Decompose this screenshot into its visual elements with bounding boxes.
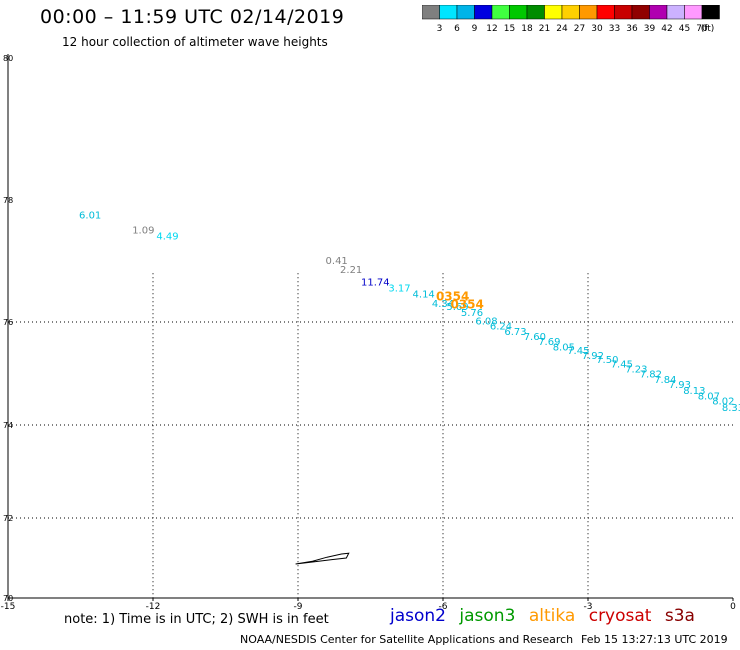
legend-label: 45: [679, 24, 690, 33]
swh-value: 5.69: [446, 302, 468, 313]
swh-value: 11.74: [361, 277, 390, 288]
legend-swatch: [701, 5, 720, 20]
swh-value: 0.41: [326, 256, 348, 267]
legend-label: 6: [454, 24, 460, 33]
sat-jason2: jason2: [390, 606, 446, 626]
swh-value: 8.05: [553, 342, 575, 353]
swh-value: 8.13: [683, 386, 705, 397]
map-plot: -15 -12 -9 -6 -3 0 70 72 74 76 78 80 6.01 1.094.49 0.4…: [1, 54, 740, 610]
swh-value: 6.01: [79, 210, 101, 221]
legend-label: 39: [644, 24, 656, 33]
lon-tick-label: -6: [439, 602, 448, 610]
swh-value: 8.33: [722, 403, 740, 414]
legend-unit: (ft): [701, 24, 715, 33]
legend-label: 27: [574, 24, 585, 33]
legend-label: 18: [521, 24, 533, 33]
sat-jason3: jason3: [459, 606, 516, 626]
swh-value: 7.93: [669, 380, 691, 391]
swh-value: 7.92: [582, 351, 604, 362]
legend-label: 9: [472, 24, 478, 33]
swh-value: 7.82: [640, 370, 662, 381]
legend-label: 30: [591, 24, 603, 33]
swh-value: 7.60: [524, 332, 546, 343]
swh-value: 8.07: [698, 391, 720, 402]
footnote: note: 1) Time is in UTC; 2) SWH is in fe…: [64, 612, 329, 627]
lat-tick-label: 76: [3, 318, 13, 327]
swh-value: 7.69: [538, 337, 560, 348]
lat-tick-label: 78: [3, 196, 13, 205]
lon-tick-label: -9: [294, 602, 303, 610]
swh-value: 6.08: [475, 317, 497, 328]
sat-s3a: s3a: [664, 606, 695, 626]
lat-tick-label: 80: [3, 54, 13, 63]
legend-label: 70: [696, 24, 708, 33]
lat-tick-label: 72: [3, 514, 13, 523]
sat-cryosat: cryosat: [588, 606, 652, 626]
satellite-legend: jason2 jason3 altika cryosat s3a: [390, 606, 703, 626]
swh-value: 6.73: [504, 327, 526, 338]
legend-label: 15: [504, 24, 515, 33]
map-title: 00:00 – 11:59 UTC 02/14/2019: [40, 6, 345, 28]
swh-value: 4.14: [413, 290, 435, 301]
legend-label: 24: [556, 24, 568, 33]
lon-tick-label: -3: [584, 602, 593, 610]
swh-value: 4.49: [156, 232, 178, 243]
swh-value: 4.34: [432, 299, 454, 310]
swh-value: 6.24: [490, 322, 512, 333]
swh-value: 3.17: [388, 284, 410, 295]
swh-value: 0354: [436, 290, 469, 304]
swh-value: 7.50: [596, 355, 618, 366]
map-subtitle: 12 hour collection of altimeter wave hei…: [62, 35, 328, 49]
generated-timestamp: Feb 15 13:27:13 UTC 2019: [581, 633, 728, 646]
swh-value: 7.45: [567, 346, 589, 357]
swh-value: 7.23: [625, 364, 647, 375]
lat-tick-label: 74: [3, 421, 13, 430]
legend-label: 12: [486, 24, 497, 33]
swh-value: 7.45: [611, 359, 633, 370]
legend-label: 36: [626, 24, 638, 33]
legend-label: 42: [661, 24, 672, 33]
swh-value: 0354: [450, 298, 483, 312]
coastline: [295, 552, 350, 565]
lon-tick-label: -12: [146, 602, 161, 610]
lon-tick-label: -15: [1, 602, 16, 610]
lon-tick-label: 0: [730, 602, 736, 610]
legend-label: 33: [609, 24, 620, 33]
swh-value: 1.09: [132, 226, 154, 237]
swh-value: 2.21: [340, 265, 362, 276]
sat-altika: altika: [528, 606, 576, 626]
swh-value: 7.84: [654, 375, 676, 386]
legend-label: 3: [437, 24, 443, 33]
color-legend: 3 6 9 12 15 18 21 24 27 30 33 36 39 42 45 70(ft): [422, 5, 720, 33]
lat-tick-label: 70: [3, 594, 13, 603]
swh-value: 8.02: [712, 396, 734, 407]
swh-value: 5.76: [461, 308, 483, 319]
legend-label: 21: [539, 24, 550, 33]
credit-line: NOAA/NESDIS Center for Satellite Applica…: [240, 633, 574, 646]
